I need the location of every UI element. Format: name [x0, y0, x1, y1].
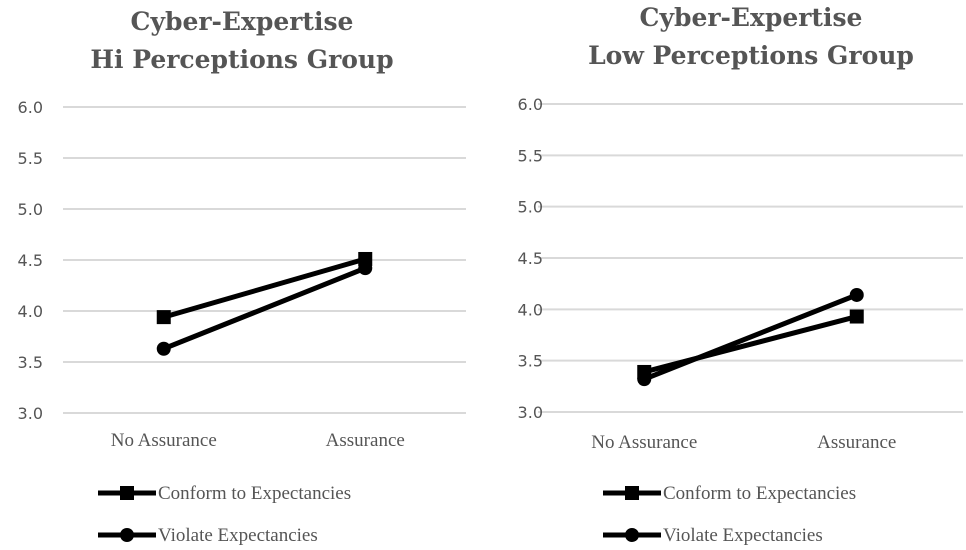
- chart-svg-low: Cyber-Expertise Low Perceptions Group 3.0 3…: [518, 3, 963, 546]
- series-line-violate: [162, 265, 367, 352]
- y-tick-label: 6.0: [18, 98, 43, 117]
- legend-marker-circle: [625, 528, 639, 542]
- y-tick-label: 4.0: [518, 300, 543, 319]
- y-tick-label: 3.0: [18, 404, 43, 423]
- chart-title-line-2: Low Perceptions Group: [588, 41, 914, 70]
- chart-hi-perceptions: Cyber-Expertise Hi Perceptions Group 3.0 3.…: [18, 7, 466, 546]
- chart-title-line-2: Hi Perceptions Group: [90, 45, 393, 74]
- y-tick-label: 4.5: [518, 249, 543, 268]
- legend-marker-circle: [120, 528, 134, 542]
- y-tick-label: 4.5: [18, 251, 43, 270]
- chart-title-line-1: Cyber-Expertise: [640, 3, 863, 32]
- y-tick-label: 3.0: [518, 403, 543, 422]
- chart-low-perceptions: Cyber-Expertise Low Perceptions Group 3.0 3…: [483, 0, 966, 550]
- y-tick-label: 6.0: [518, 95, 543, 114]
- chart-svg-hi: Cyber-Expertise Hi Perceptions Group 3.0 3.…: [18, 7, 466, 546]
- series-line-violate: [643, 292, 858, 382]
- y-tick-label: 5.0: [518, 198, 543, 217]
- data-point-circle: [849, 287, 864, 302]
- y-tick-label: 5.0: [18, 200, 43, 219]
- legend-label: Violate Expectancies: [158, 525, 318, 546]
- y-tick-label: 3.5: [18, 353, 43, 372]
- y-tick-label: 3.5: [518, 352, 543, 371]
- x-tick-label: No Assurance: [591, 432, 697, 453]
- data-point-square: [156, 310, 171, 325]
- y-tick-label: 5.5: [18, 149, 43, 168]
- chart-title-line-1: Cyber-Expertise: [131, 7, 354, 36]
- series-line-conform: [643, 314, 858, 375]
- legend-marker-square: [120, 486, 134, 500]
- legend-label: Violate Expectancies: [663, 525, 823, 546]
- y-tick-label: 5.5: [518, 146, 543, 165]
- legend-label: Conform to Expectancies: [158, 483, 351, 504]
- data-point-square: [849, 309, 864, 324]
- y-tick-label: 4.0: [18, 302, 43, 321]
- legend-marker-square: [625, 486, 639, 500]
- legend-label: Conform to Expectancies: [663, 483, 856, 504]
- data-point-circle: [358, 261, 373, 276]
- series-line-conform: [163, 256, 366, 320]
- data-point-circle: [637, 372, 652, 387]
- x-tick-label: No Assurance: [111, 430, 217, 451]
- data-point-circle: [156, 341, 171, 356]
- x-tick-label: Assurance: [326, 430, 405, 451]
- x-tick-label: Assurance: [817, 432, 896, 453]
